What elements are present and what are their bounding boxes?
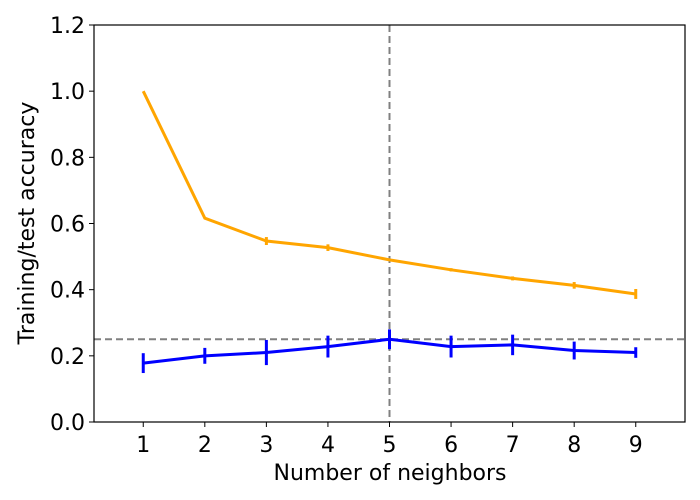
y-tick-label: 0.4 bbox=[50, 279, 85, 304]
y-tick-label: 1.2 bbox=[50, 14, 85, 39]
y-tick-label: 1.0 bbox=[50, 80, 85, 105]
y-tick-label: 0.0 bbox=[50, 411, 85, 436]
x-tick-label: 3 bbox=[259, 433, 273, 458]
y-tick-label: 0.8 bbox=[50, 146, 85, 171]
x-tick-label: 1 bbox=[136, 433, 150, 458]
x-tick-label: 4 bbox=[321, 433, 335, 458]
x-tick-label: 8 bbox=[567, 433, 581, 458]
x-tick-label: 9 bbox=[629, 433, 643, 458]
x-tick-label: 7 bbox=[506, 433, 520, 458]
x-tick-label: 6 bbox=[444, 433, 458, 458]
y-axis-label: Training/test accuracy bbox=[15, 102, 40, 346]
x-axis-label: Number of neighbors bbox=[274, 461, 507, 486]
x-tick-label: 5 bbox=[383, 433, 397, 458]
y-tick-label: 0.6 bbox=[50, 213, 85, 238]
x-tick-label: 2 bbox=[198, 433, 212, 458]
y-tick-label: 0.2 bbox=[50, 345, 85, 370]
